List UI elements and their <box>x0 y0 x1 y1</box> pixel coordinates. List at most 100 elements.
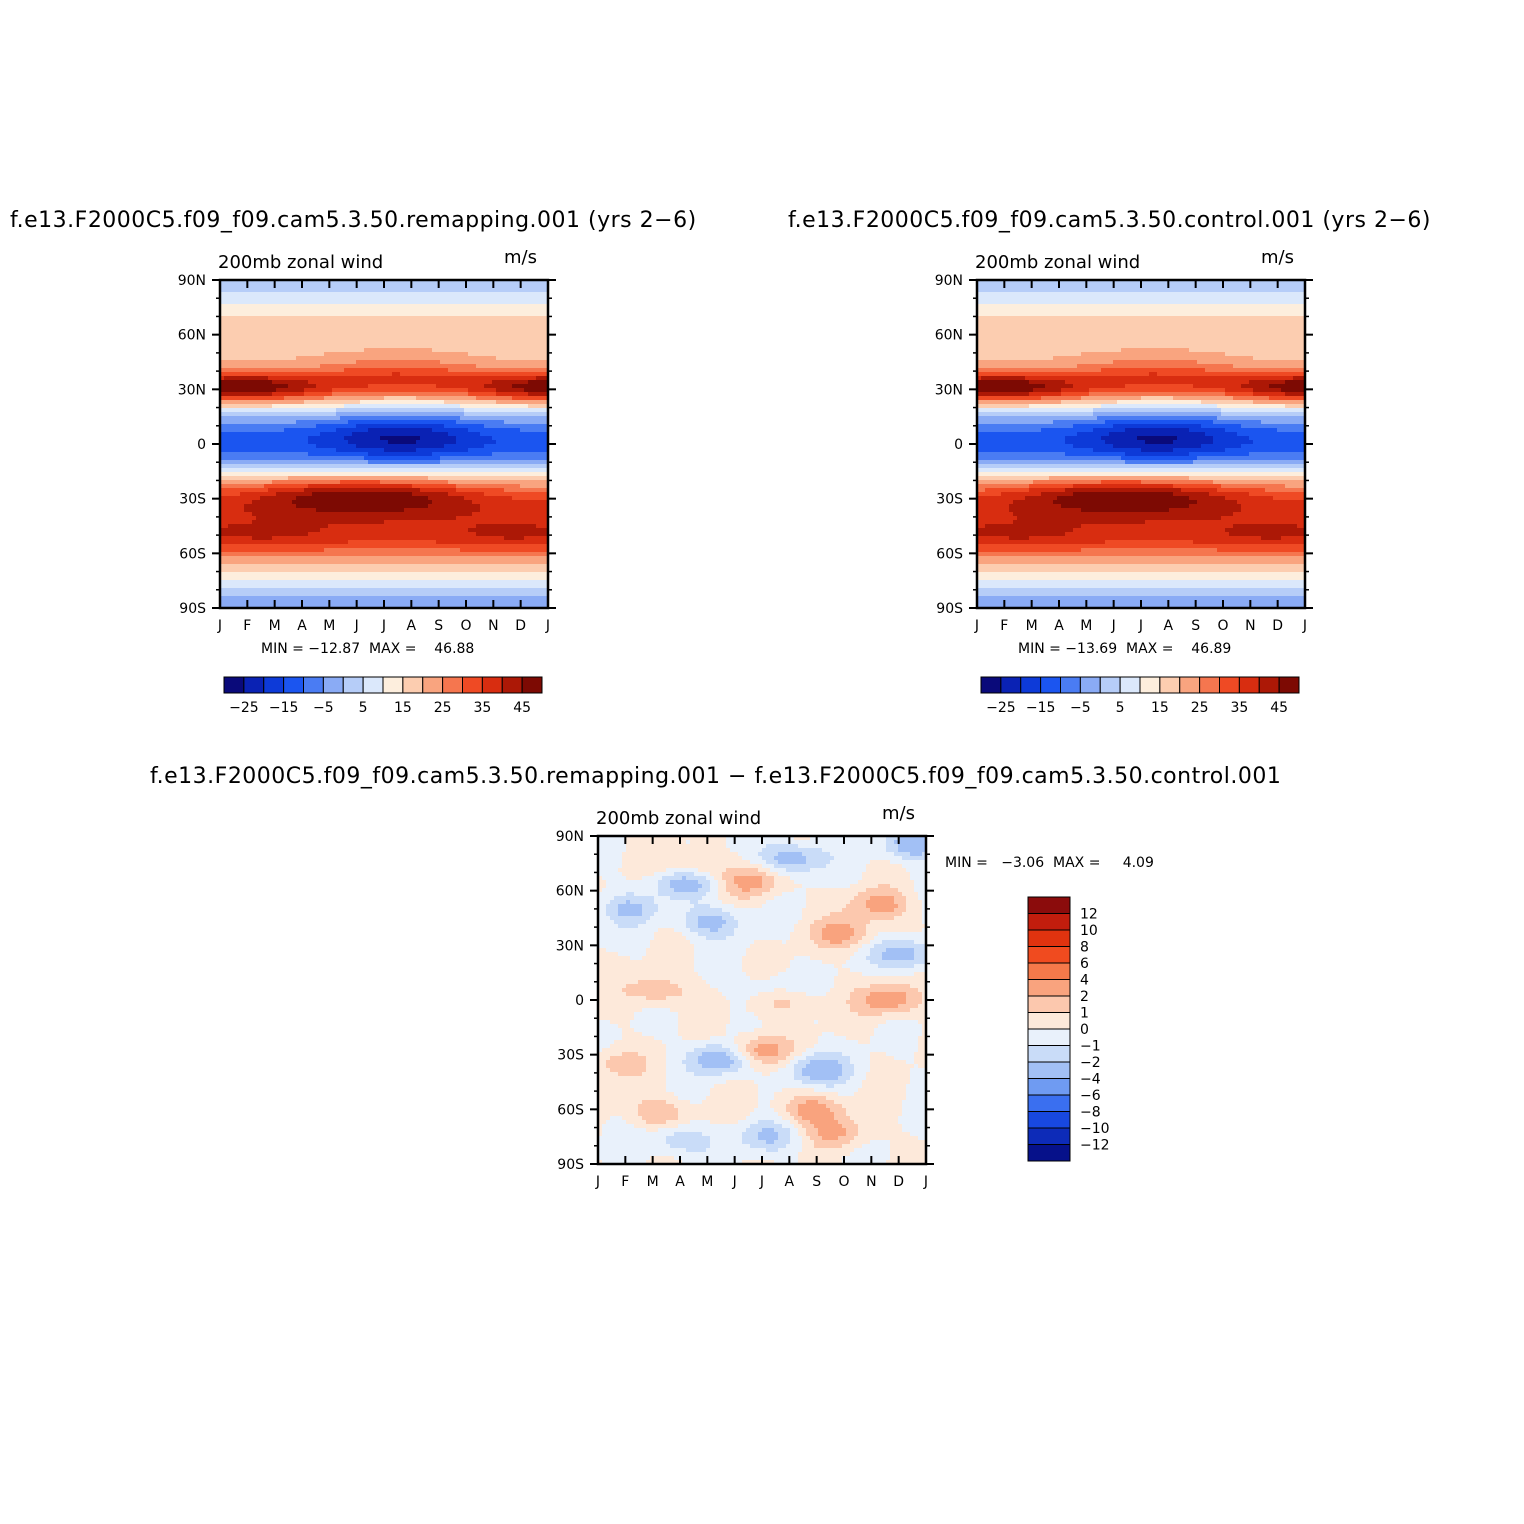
contour-cell <box>364 564 369 569</box>
contour-cell <box>252 488 257 493</box>
contour-cell <box>340 324 345 329</box>
contour-cell <box>380 480 385 485</box>
contour-cell <box>236 308 241 313</box>
contour-cell <box>348 528 353 533</box>
contour-cell <box>388 484 393 489</box>
contour-cell <box>224 540 229 545</box>
contour-cell <box>252 336 257 341</box>
contour-cell <box>324 596 329 601</box>
contour-cell <box>244 284 249 289</box>
contour-cell <box>348 316 353 321</box>
contour-cell <box>404 296 409 301</box>
contour-cell <box>408 332 413 337</box>
contour-cell <box>336 292 341 297</box>
contour-cell <box>260 364 265 369</box>
contour-cell <box>272 504 277 509</box>
contour-cell <box>316 560 321 565</box>
contour-cell <box>452 496 457 501</box>
contour-cell <box>244 540 249 545</box>
contour-cell <box>244 412 249 417</box>
contour-cell <box>332 424 337 429</box>
contour-cell <box>332 380 337 385</box>
contour-cell <box>312 452 317 457</box>
contour-cell <box>380 368 385 373</box>
contour-cell <box>356 292 361 297</box>
contour-cell <box>336 280 341 285</box>
contour-cell <box>244 360 249 365</box>
contour-cell <box>436 580 441 585</box>
contour-cell <box>452 344 457 349</box>
contour-cell <box>416 512 421 517</box>
contour-cell <box>432 536 437 541</box>
contour-cell <box>424 460 429 465</box>
contour-cell <box>260 584 265 589</box>
contour-cell <box>328 524 333 529</box>
contour-cell <box>416 460 421 465</box>
contour-cell <box>424 324 429 329</box>
contour-cell <box>388 320 393 325</box>
contour-cell <box>272 288 277 293</box>
contour-cell <box>368 448 373 453</box>
contour-cell <box>348 536 353 541</box>
contour-cell <box>440 332 445 337</box>
contour-cell <box>360 412 365 417</box>
contour-cell <box>360 588 365 593</box>
contour-cell <box>380 448 385 453</box>
contour-cell <box>440 344 445 349</box>
contour-cell <box>408 360 413 365</box>
contour-cell <box>232 524 237 529</box>
contour-cell <box>268 544 273 549</box>
contour-cell <box>348 572 353 577</box>
contour-cell <box>340 556 345 561</box>
contour-cell <box>348 500 353 505</box>
contour-cell <box>244 332 249 337</box>
contour-cell <box>240 280 245 285</box>
contour-cell <box>412 332 417 337</box>
contour-cell <box>372 532 377 537</box>
contour-cell <box>256 372 261 377</box>
contour-cell <box>440 468 445 473</box>
contour-cell <box>220 312 225 317</box>
contour-cell <box>416 440 421 445</box>
contour-cell <box>304 364 309 369</box>
contour-cell <box>268 440 273 445</box>
contour-cell <box>364 284 369 289</box>
contour-cell <box>364 492 369 497</box>
contour-cell <box>252 596 257 601</box>
contour-cell <box>304 588 309 593</box>
contour-cell <box>384 412 389 417</box>
contour-cell <box>372 436 377 441</box>
contour-cell <box>376 384 381 389</box>
contour-cell <box>396 392 401 397</box>
contour-cell <box>432 368 437 373</box>
contour-cell <box>360 576 365 581</box>
contour-cell <box>332 376 337 381</box>
contour-cell <box>296 436 301 441</box>
contour-cell <box>420 524 425 529</box>
contour-cell <box>348 300 353 305</box>
contour-cell <box>284 480 289 485</box>
contour-cell <box>392 548 397 553</box>
contour-cell <box>292 344 297 349</box>
contour-cell <box>244 556 249 561</box>
contour-cell <box>336 468 341 473</box>
contour-cell <box>256 580 261 585</box>
contour-cell <box>348 532 353 537</box>
contour-cell <box>328 580 333 585</box>
contour-cell <box>308 400 313 405</box>
contour-cell <box>284 356 289 361</box>
contour-cell <box>240 440 245 445</box>
contour-cell <box>436 544 441 549</box>
contour-cell <box>460 352 465 357</box>
contour-cell <box>236 484 241 489</box>
contour-cell <box>452 428 457 433</box>
contour-cell <box>224 344 229 349</box>
contour-cell <box>396 504 401 509</box>
contour-cell <box>232 360 237 365</box>
contour-cell <box>240 320 245 325</box>
contour-cell <box>408 504 413 509</box>
contour-cell <box>420 520 425 525</box>
contour-cell <box>296 320 301 325</box>
contour-cell <box>424 456 429 461</box>
contour-cell <box>336 432 341 437</box>
